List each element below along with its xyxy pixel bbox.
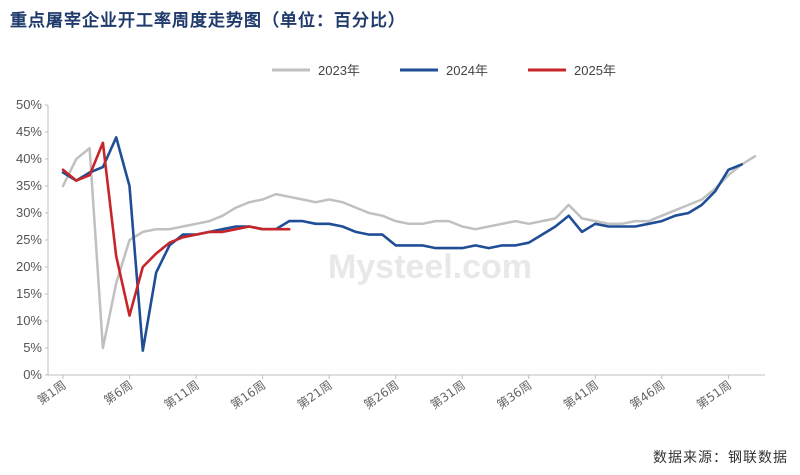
- y-tick-label: 15%: [16, 286, 42, 301]
- series-line-1: [61, 146, 757, 350]
- legend: 2023年 2024年 2025年: [272, 63, 616, 78]
- x-tick-label: 第1周: [35, 378, 69, 408]
- y-tick-label: 25%: [16, 232, 42, 247]
- x-tick-label: 第26周: [361, 378, 401, 412]
- y-tick-label: 0%: [23, 367, 42, 382]
- y-tick-label: 5%: [23, 340, 42, 355]
- x-tick-label: 第51周: [694, 378, 734, 412]
- legend-label: 2024年: [446, 63, 488, 78]
- y-tick-label: 50%: [16, 97, 42, 112]
- watermark-text: Mysteel.com: [328, 248, 532, 286]
- y-tick-label: 30%: [16, 205, 42, 220]
- x-tick-label: 第41周: [561, 378, 601, 412]
- x-tick-label: 第21周: [295, 378, 335, 412]
- x-tick-label: 第6周: [101, 378, 135, 408]
- series-lines: [61, 136, 757, 353]
- x-tick-label: 第31周: [428, 378, 468, 412]
- series-line-2: [61, 136, 744, 353]
- x-tick-label: 第36周: [494, 378, 534, 412]
- y-tick-label: 45%: [16, 124, 42, 139]
- chart-title: 重点屠宰企业开工率周度走势图（单位：百分比）: [10, 11, 406, 31]
- watermark: Mysteel.com: [328, 248, 532, 286]
- x-tick-label: 第16周: [228, 378, 268, 412]
- y-tick-label: 40%: [16, 151, 42, 166]
- y-tick-label: 20%: [16, 259, 42, 274]
- y-tick-label: 35%: [16, 178, 42, 193]
- y-tick-label: 10%: [16, 313, 42, 328]
- series-line-3: [61, 141, 291, 317]
- x-tick-label: 第11周: [162, 378, 202, 412]
- legend-label: 2023年: [318, 63, 360, 78]
- legend-label: 2025年: [574, 63, 616, 78]
- data-source-note: 数据来源：钢联数据: [653, 450, 788, 466]
- x-tick-label: 第46周: [627, 378, 667, 412]
